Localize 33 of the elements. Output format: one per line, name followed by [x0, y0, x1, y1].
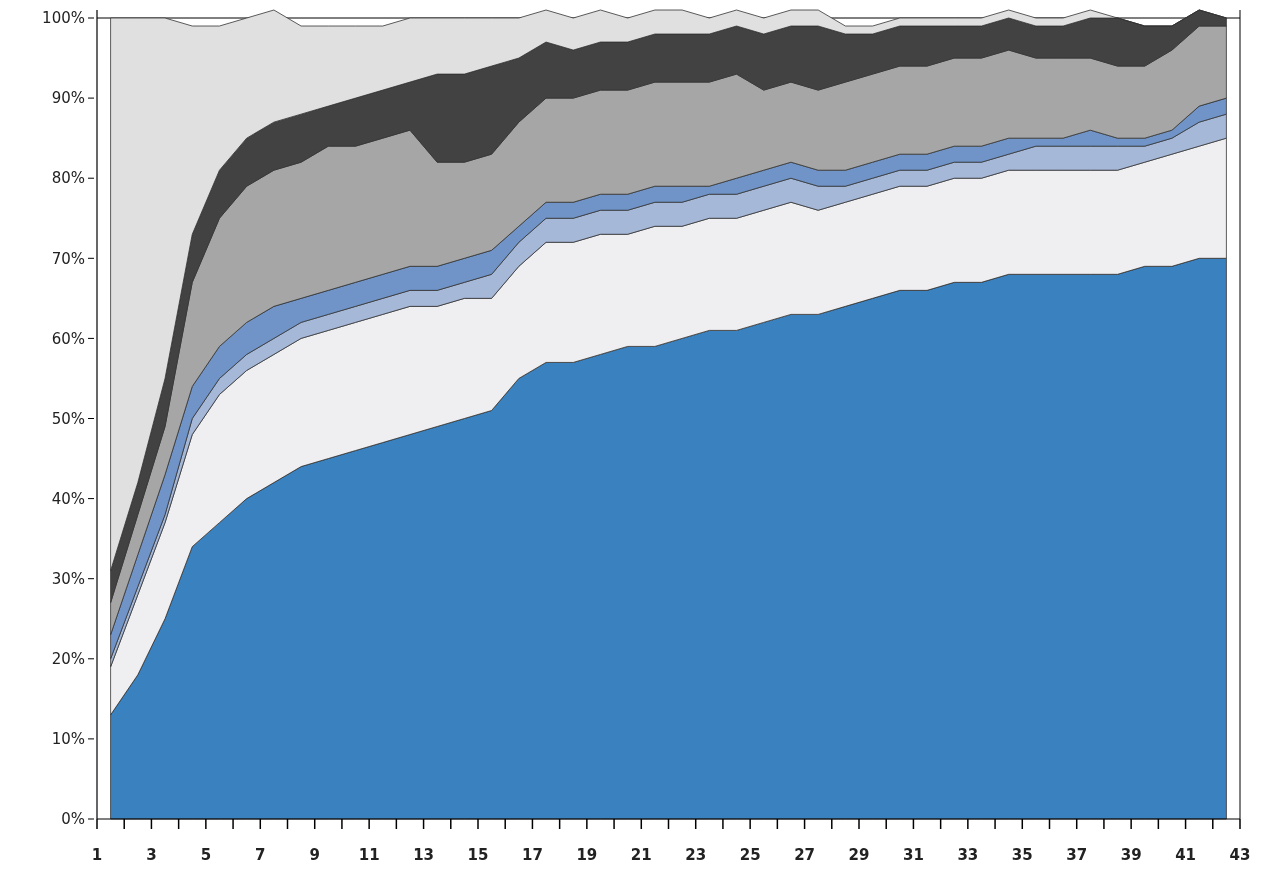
- x-tick-label: 27: [794, 846, 816, 864]
- x-tick-label: 9: [309, 846, 320, 864]
- x-tick-label: 15: [467, 846, 489, 864]
- x-tick-label: 21: [630, 846, 652, 864]
- x-tick-label: 13: [413, 846, 435, 864]
- y-tick-label: 40%: [51, 489, 85, 508]
- x-tick-label: 23: [685, 846, 707, 864]
- x-tick-label: 31: [902, 846, 924, 864]
- x-tick-label: 11: [358, 846, 380, 864]
- x-tick-label: 17: [521, 846, 543, 864]
- x-tick-label: 41: [1175, 846, 1197, 864]
- x-tick-label: 3: [146, 846, 157, 864]
- x-tick-label: 19: [576, 846, 598, 864]
- y-tick-label: 60%: [51, 329, 85, 348]
- y-tick-label: 100%: [42, 9, 85, 28]
- y-tick-label: 50%: [51, 409, 85, 428]
- x-tick-label: 35: [1011, 846, 1033, 864]
- x-tick-label: 33: [957, 846, 979, 864]
- x-tick-label: 5: [200, 846, 212, 864]
- y-tick-label: 0%: [61, 810, 85, 829]
- x-tick-label: 37: [1066, 846, 1088, 864]
- x-tick-label: 7: [255, 846, 266, 864]
- y-tick-label: 10%: [51, 730, 85, 749]
- y-tick-label: 70%: [51, 249, 85, 268]
- x-tick-label: 43: [1229, 846, 1251, 864]
- y-tick-label: 80%: [51, 169, 85, 188]
- x-tick-label: 25: [739, 846, 761, 864]
- y-tick-label: 90%: [51, 89, 85, 108]
- x-tick-label: 1: [91, 846, 103, 864]
- y-tick-label: 20%: [51, 650, 85, 669]
- x-tick-label: 39: [1120, 846, 1142, 864]
- y-tick-label: 30%: [51, 569, 85, 588]
- x-tick-label: 29: [848, 846, 870, 864]
